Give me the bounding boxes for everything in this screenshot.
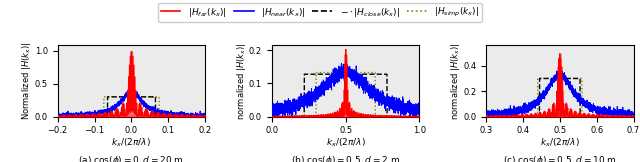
X-axis label: $k_x/(2\pi/\lambda)$: $k_x/(2\pi/\lambda)$: [540, 137, 580, 149]
Y-axis label: Normalized $|H(k_x)|$: Normalized $|H(k_x)|$: [20, 42, 33, 120]
X-axis label: $k_x/(2\pi/\lambda)$: $k_x/(2\pi/\lambda)$: [111, 137, 152, 149]
Legend: $|H_{far}(k_x)|$, $|H_{near}(k_x)|$, $- \cdot|H_{close}(k_x)|$, $|H_{simp}(k_x)|: $|H_{far}(k_x)|$, $|H_{near}(k_x)|$, $- …: [158, 3, 482, 22]
Y-axis label: normalized $|H(k_x)|$: normalized $|H(k_x)|$: [234, 42, 248, 120]
Text: (c) $\cos(\phi)=0.5, d=10$ m: (c) $\cos(\phi)=0.5, d=10$ m: [503, 154, 617, 162]
Y-axis label: normalized $|H(k_x)|$: normalized $|H(k_x)|$: [449, 42, 461, 120]
Text: (a) $\cos(\phi)=0, d=20$ m: (a) $\cos(\phi)=0, d=20$ m: [79, 154, 184, 162]
X-axis label: $k_x/(2\pi/\lambda)$: $k_x/(2\pi/\lambda)$: [326, 137, 365, 149]
Text: (b) $\cos(\phi)=0.5, d=2$ m: (b) $\cos(\phi)=0.5, d=2$ m: [291, 154, 400, 162]
